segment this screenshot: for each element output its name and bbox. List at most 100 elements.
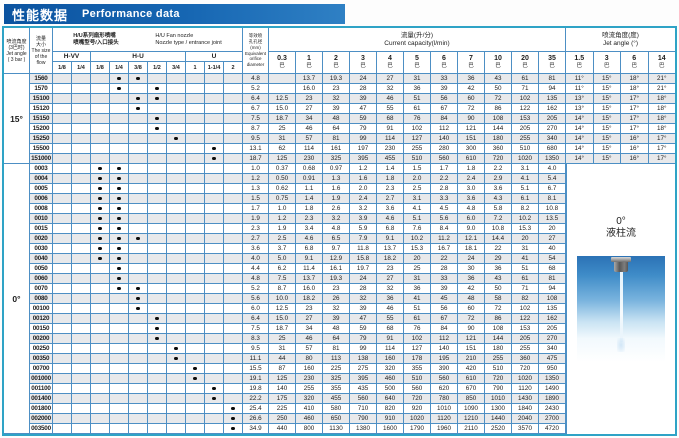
connection-dot-cell	[110, 314, 129, 324]
table-row: 15250 9.5 31 57 81 99 114 127 140 151 180 255 340 14°…	[30, 134, 675, 144]
connection-dot-cell	[167, 244, 186, 254]
connection-dot-cell	[110, 284, 129, 294]
flow-value: 56	[431, 94, 458, 104]
flow-value: 9.7	[323, 244, 350, 254]
flow-value: 23	[296, 304, 323, 314]
flow-value: 1600	[377, 424, 404, 434]
flow-value: 135	[539, 94, 566, 104]
flow-value: 24	[458, 254, 485, 264]
flow-value: 20	[404, 254, 431, 264]
flow-value: 31	[269, 134, 296, 144]
availability-dot	[117, 256, 121, 261]
flow-value: 36	[404, 284, 431, 294]
connection-dot-cell	[129, 274, 148, 284]
table-row: 15500 13.1 62 114 161 197 230 255 280 300 360 510 68…	[30, 144, 675, 154]
jet-illustration-panel: 0° 液柱流	[566, 164, 675, 434]
flow-value: 455	[377, 154, 404, 164]
flow-value: 71	[512, 284, 539, 294]
flow-value: 255	[512, 344, 539, 354]
connection-dot-cell	[148, 144, 167, 154]
subgroup-label: U	[186, 52, 243, 62]
connection-dot-cell	[167, 84, 186, 94]
connection-dot-cell	[72, 274, 91, 284]
flow-value: 135	[539, 304, 566, 314]
flow-value: 1.2	[269, 214, 296, 224]
flow-value: 99	[350, 134, 377, 144]
flow-value: 125	[269, 154, 296, 164]
connection-dot-cell	[129, 364, 148, 374]
connection-dot-cell	[129, 84, 148, 94]
connection-dot-cell	[224, 284, 243, 294]
flow-value: 15.0	[269, 314, 296, 324]
connection-dot-cell	[110, 274, 129, 284]
flow-value: 255	[512, 134, 539, 144]
flow-value: 68	[377, 324, 404, 334]
connection-dot-cell	[186, 364, 205, 374]
connection-dot-cell	[148, 114, 167, 124]
connection-dot-cell	[205, 344, 224, 354]
availability-dot	[136, 96, 140, 101]
flow-value: 82	[512, 294, 539, 304]
flow-value: 230	[377, 144, 404, 154]
flow-value: 11.4	[296, 264, 323, 274]
flow-value: 16.7	[431, 244, 458, 254]
orifice-diameter-value: 1.2	[243, 174, 269, 184]
orifice-diameter-value: 1.9	[243, 214, 269, 224]
connection-dot-cell	[167, 394, 186, 404]
orifice-diameter-value: 15.5	[243, 364, 269, 374]
flow-value: 4720	[539, 424, 566, 434]
connection-dot-cell	[224, 274, 243, 284]
availability-dot	[155, 96, 159, 101]
flow-value: 9.1	[296, 254, 323, 264]
connection-dot-cell	[167, 414, 186, 424]
connection-dot-cell	[72, 294, 91, 304]
flow-value: 510	[485, 364, 512, 374]
flow-value: 3.6	[458, 194, 485, 204]
flow-value: 910	[377, 414, 404, 424]
flow-value: 153	[512, 114, 539, 124]
connection-dot-cell	[205, 234, 224, 244]
connection-dot-cell	[91, 294, 110, 304]
header-line: 等效喷	[248, 33, 263, 39]
connection-dot-cell	[53, 294, 72, 304]
connection-dot-cell	[53, 224, 72, 234]
flow-value: 1.4	[296, 194, 323, 204]
connection-dot-cell	[167, 224, 186, 234]
flow-value: 91	[377, 334, 404, 344]
connection-dot-cell	[205, 84, 224, 94]
nozzle-code: 0040	[30, 254, 53, 264]
connection-dot-cell	[110, 394, 129, 404]
nozzle-code: 0006	[30, 194, 53, 204]
flow-value: 46	[377, 94, 404, 104]
flow-value: 510	[404, 374, 431, 384]
connection-dot-cell	[148, 164, 167, 174]
nozzle-title-zh: H/U系列扇形喷嘴 喷嘴型号/入口接头	[73, 33, 119, 46]
data-rows: 1560 4.8 13.7 19.3 24 27 31 33 36 43 61 81 11° 15° 18°…	[30, 74, 675, 434]
flow-value: 560	[431, 154, 458, 164]
flow-value: 138	[350, 354, 377, 364]
flow-value: 10.8	[485, 224, 512, 234]
flow-value: 0.97	[323, 164, 350, 174]
availability-dot	[117, 166, 121, 171]
flow-value	[269, 74, 296, 84]
subgroup-columns: 1 1-1/4 2	[186, 62, 243, 74]
connection-dot-cell	[224, 174, 243, 184]
pressure-header: 10 巴	[485, 52, 512, 74]
flow-value: 25	[269, 124, 296, 134]
connection-dot-cell	[91, 74, 110, 84]
flow-value: 13.7	[296, 274, 323, 284]
flow-value: 39	[431, 284, 458, 294]
connection-dot-cell	[53, 414, 72, 424]
connection-size-header: 1/4	[110, 62, 129, 74]
nozzle-code: 0070	[30, 284, 53, 294]
flow-value: 580	[323, 404, 350, 414]
connection-dot-cell	[205, 374, 224, 384]
flow-value: 76	[404, 324, 431, 334]
connection-dot-cell	[91, 224, 110, 234]
flow-value: 39	[431, 84, 458, 94]
flow-value: 48	[323, 324, 350, 334]
connection-dot-cell	[91, 374, 110, 384]
connection-dot-cell	[186, 314, 205, 324]
flow-value: 160	[377, 354, 404, 364]
flow-value: 64	[323, 124, 350, 134]
